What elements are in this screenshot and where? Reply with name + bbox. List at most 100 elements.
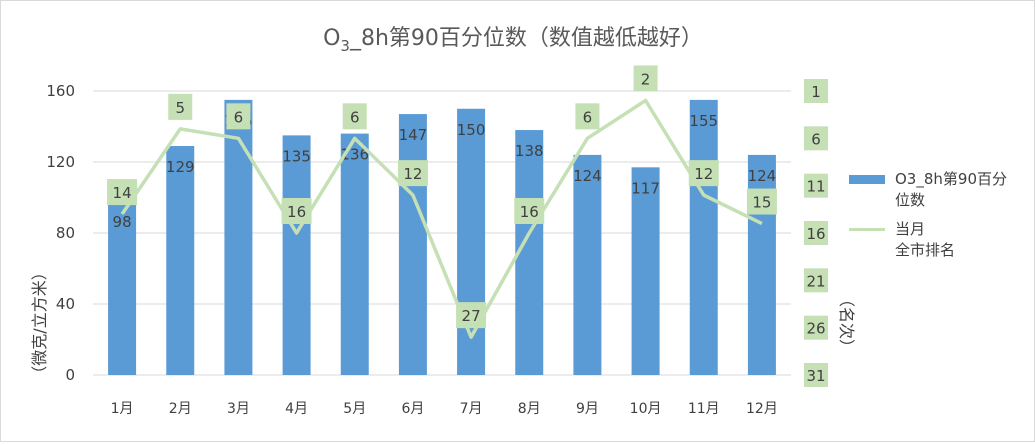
bar: [689, 99, 718, 375]
y2-tick-box: [804, 173, 828, 198]
bar-value-label: 124: [748, 167, 777, 185]
y-tick-label: 80: [56, 224, 75, 242]
y-axis-ticks: 0 40 80 120 160: [46, 82, 75, 384]
rank-line-series: [120, 98, 763, 339]
rank-value-label: 2: [641, 70, 651, 88]
y2-tick-label: 16: [806, 225, 825, 243]
legend-item-bar: O3_8h第90百分 位数: [849, 169, 1007, 211]
y2-tick-box: [804, 315, 828, 340]
bar: [224, 99, 253, 375]
rank-value-label: 16: [520, 203, 539, 221]
rank-label-box: [575, 103, 600, 130]
bar-value-label: 135: [282, 147, 311, 165]
bar: [398, 114, 427, 375]
x-tick-label: 6月: [401, 401, 424, 417]
x-tick-label: 8月: [518, 401, 541, 417]
x-axis-ticks: 1月 2月 3月 4月 5月 6月 7月 8月 9月 10月 11月 12月: [111, 401, 778, 417]
rank-data-labels: 14 5 6 16 6 12 27 16 6 2 12 15: [107, 65, 777, 329]
bar: [631, 167, 660, 375]
rank-label-box: [633, 65, 658, 92]
y-tick-label: 0: [65, 366, 75, 384]
legend-label-bar: O3_8h第90百分 位数: [895, 170, 1007, 209]
y2-tick-label: 26: [806, 320, 825, 338]
bar-value-label: 155: [689, 112, 718, 130]
x-tick-label: 5月: [343, 401, 366, 417]
y2-tick-label: 6: [811, 130, 821, 148]
bar-series: [108, 99, 776, 375]
x-tick-label: 2月: [169, 401, 192, 417]
rank-label-box: [342, 103, 367, 130]
rank-value-label: 12: [403, 165, 422, 183]
chart-title-subscript: 3: [340, 37, 350, 55]
x-tick-label: 3月: [227, 401, 250, 417]
y2-tick-label: 1: [811, 83, 821, 101]
rank-value-label: 14: [113, 184, 132, 202]
legend-label-line: 当月 全市排名: [895, 220, 956, 259]
rank-value-label: 27: [462, 307, 481, 325]
x-tick-label: 7月: [460, 401, 483, 417]
y2-tick-label: 21: [806, 272, 825, 290]
rank-label-box: [168, 93, 193, 120]
y2-tick-label: 31: [806, 367, 825, 385]
bar: [747, 154, 776, 375]
y2-axis-label: （名次）: [837, 291, 856, 355]
bar-value-label: 147: [399, 126, 428, 144]
x-tick-label: 11月: [688, 401, 720, 417]
rank-value-label: 5: [175, 99, 185, 117]
y2-tick-box: [804, 221, 828, 245]
bar-data-labels: 98129155135136147150138124117155124: [113, 112, 777, 231]
y-tick-label: 120: [46, 153, 75, 171]
rank-value-label: 15: [752, 194, 771, 212]
bar-value-label: 117: [631, 179, 660, 197]
rank-label-box: [456, 302, 487, 329]
bar-value-label: 129: [166, 158, 195, 176]
y2-tick-box: [804, 363, 828, 387]
bar: [108, 201, 137, 375]
rank-value-label: 6: [583, 108, 593, 126]
bar: [340, 133, 369, 375]
chart-title: O3_8h第90百分位数（数值越低越好）: [323, 26, 703, 55]
bar-value-label: 138: [515, 142, 544, 160]
chart-title-prefix: O: [323, 26, 340, 51]
y-axis-label: （微克/立方米）: [30, 264, 49, 381]
y2-tick-label: 11: [806, 178, 825, 196]
bar-value-label: 98: [113, 213, 132, 231]
chart-title-suffix: _8h第90百分位数（数值越低越好）: [349, 26, 703, 51]
rank-label-box: [281, 198, 312, 224]
x-tick-label: 10月: [630, 401, 662, 417]
rank-label-box: [107, 179, 138, 206]
rank-value-label: 6: [350, 108, 360, 126]
x-tick-label: 1月: [111, 401, 134, 417]
legend-swatch-bar: [849, 175, 885, 184]
rank-value-label: 12: [694, 165, 713, 183]
rank-label-box: [746, 188, 777, 215]
legend: O3_8h第90百分 位数 当月 全市排名: [849, 169, 1007, 269]
bar-value-label: 124: [573, 167, 602, 185]
y-tick-label: 40: [56, 295, 75, 313]
rank-label-box: [514, 198, 545, 224]
x-tick-label: 9月: [576, 401, 599, 417]
y2-tick-box: [804, 268, 828, 293]
bar: [457, 108, 486, 375]
bar: [166, 146, 195, 375]
y-tick-label: 160: [46, 82, 75, 100]
bar-value-label: 150: [457, 121, 486, 139]
x-tick-label: 4月: [285, 401, 308, 417]
rank-label-box: [397, 160, 428, 187]
gridlines: [93, 90, 791, 376]
legend-swatch-line: [849, 228, 885, 231]
y2-tick-box: [804, 79, 828, 103]
legend-item-line: 当月 全市排名: [849, 219, 1007, 261]
rank-label-box: [688, 160, 719, 187]
y2-tick-box: [804, 126, 828, 151]
x-tick-label: 12月: [746, 401, 778, 417]
rank-label-box: [226, 103, 251, 130]
rank-value-label: 16: [287, 203, 306, 221]
rank-line: [120, 98, 763, 339]
bar: [573, 154, 602, 375]
bar: [282, 135, 311, 375]
rank-value-label: 6: [234, 108, 244, 126]
